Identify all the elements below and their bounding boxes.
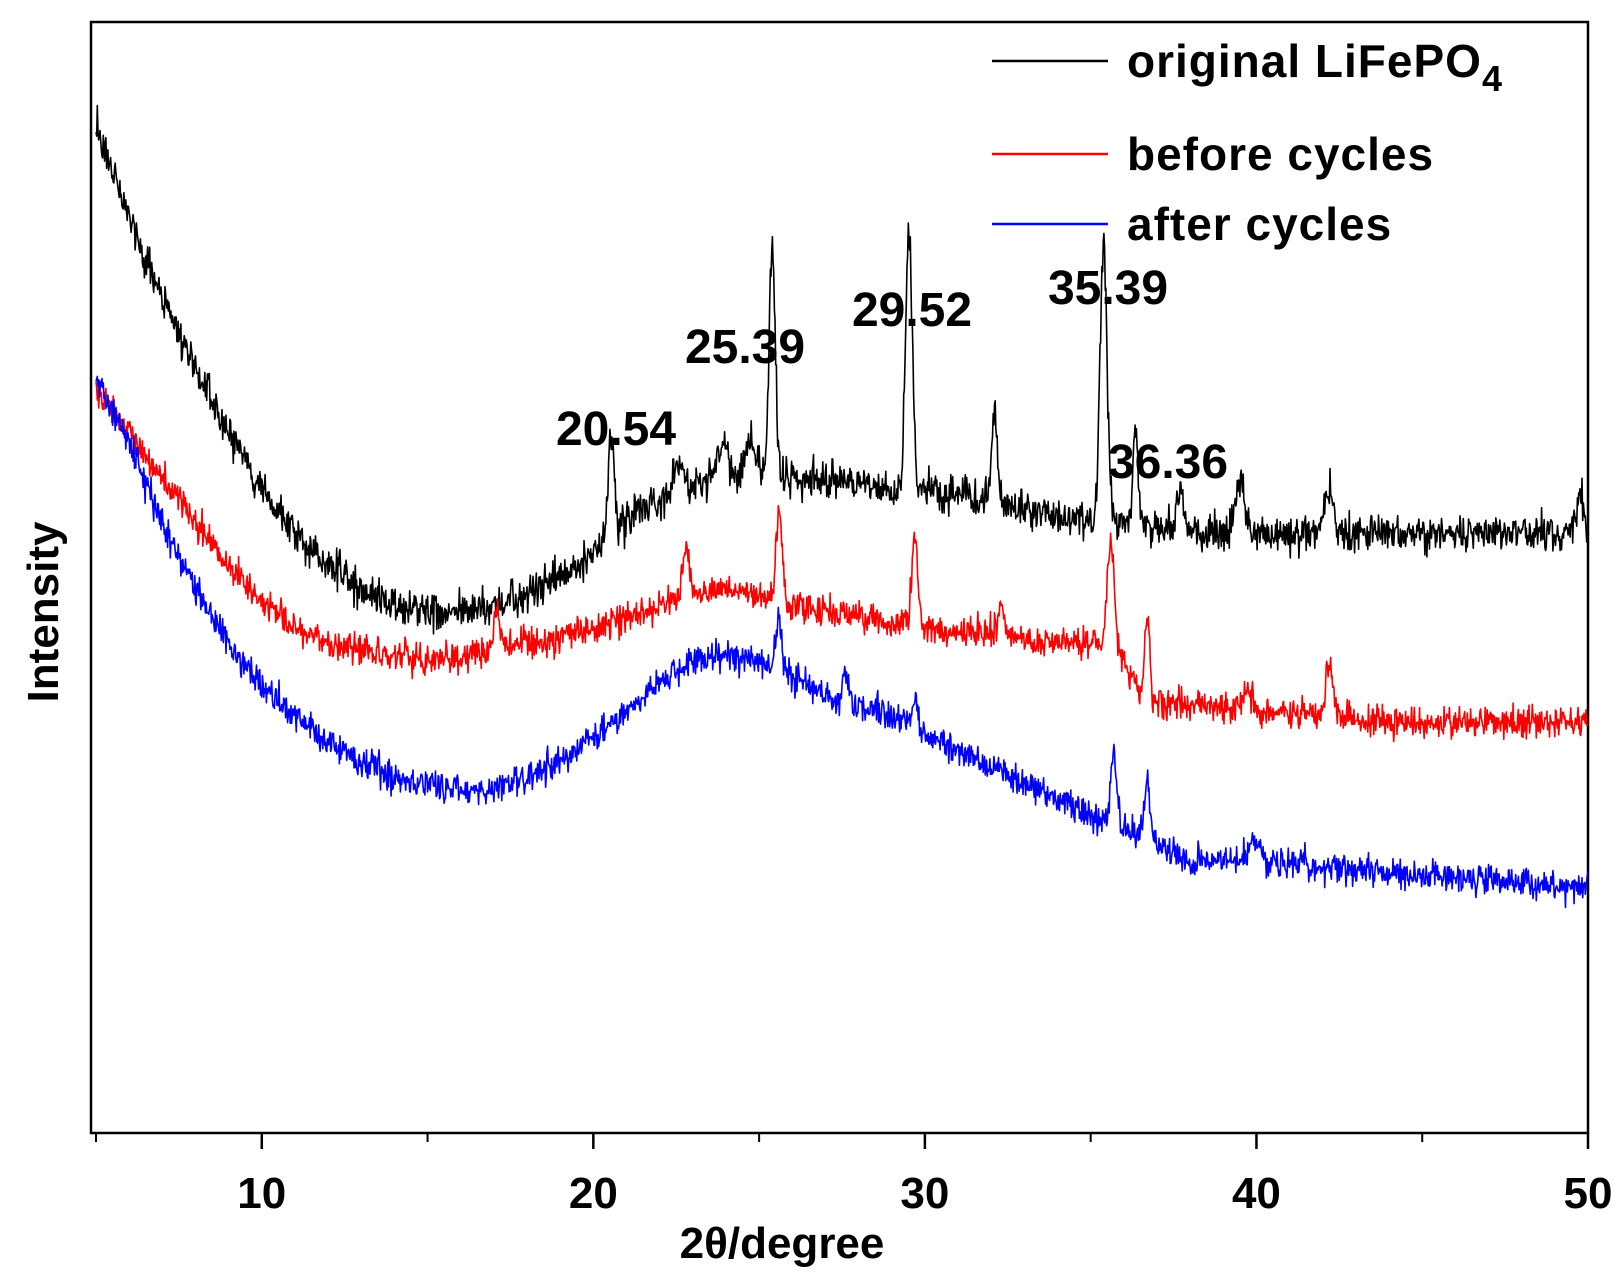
peak-label-35-39: 35.39: [1048, 262, 1168, 315]
peak-label-25-39: 25.39: [685, 321, 805, 374]
legend: original LiFePO4 before cycles after cyc…: [992, 35, 1503, 250]
peak-label-20-54: 20.54: [556, 403, 676, 456]
y-axis: Intensity: [19, 521, 68, 702]
x-tick-label: 40: [1232, 1169, 1281, 1218]
x-tick-label: 20: [569, 1169, 618, 1218]
x-major-ticks: [260, 1133, 1590, 1149]
legend-label-original: original LiFePO4: [1127, 35, 1503, 99]
legend-label-before: before cycles: [1127, 128, 1434, 180]
peak-label-36-36: 36.36: [1108, 436, 1228, 489]
x-tick-label: 10: [237, 1169, 286, 1218]
series-line-before: [95, 381, 1589, 743]
peak-annotations: 20.54 25.39 29.52 35.39 36.36: [556, 262, 1228, 489]
peak-label-29-52: 29.52: [852, 284, 972, 337]
series-line-original: [95, 104, 1589, 635]
x-axis-label: 2θ/degree: [680, 1219, 885, 1268]
series-group: [95, 104, 1589, 909]
x-axis: 10 20 30 40 50 2θ/degree: [95, 1133, 1612, 1268]
plot-frame: [89, 20, 1590, 1135]
x-tick-label: 30: [900, 1169, 949, 1218]
legend-label-after: after cycles: [1127, 198, 1392, 250]
series-line-after: [95, 375, 1589, 909]
plot-area: [89, 20, 1590, 1135]
x-tick-label: 50: [1564, 1169, 1613, 1218]
x-minor-ticks: [95, 1133, 1424, 1142]
x-tick-labels: 10 20 30 40 50: [237, 1169, 1612, 1218]
y-axis-label: Intensity: [19, 521, 68, 702]
